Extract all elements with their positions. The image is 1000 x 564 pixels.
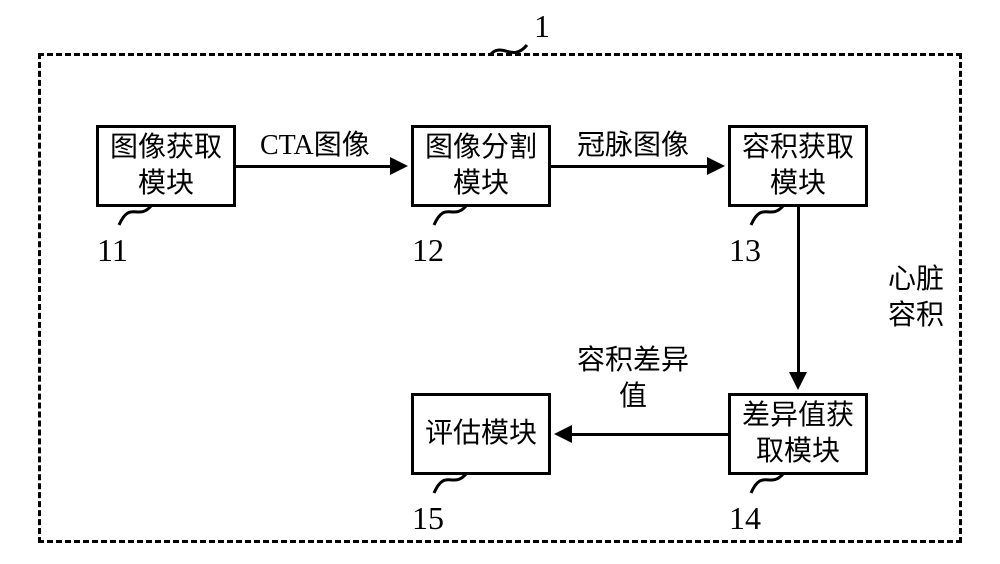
node-ref-15: 15 (412, 500, 444, 537)
node-n14: 差异值获取模块 (728, 393, 868, 475)
edge-e3 (797, 207, 800, 375)
edge-arrowhead-e2 (707, 157, 725, 175)
node-n13: 容积获取模块 (728, 125, 868, 207)
node-label: 容积获取模块 (742, 130, 854, 203)
node-ref-14: 14 (729, 500, 761, 537)
container-ref-label: 1 (534, 8, 550, 45)
node-n12: 图像分割模块 (411, 125, 551, 207)
node-label: 评估模块 (425, 416, 537, 452)
edge-label-e2: 冠脉图像 (577, 128, 689, 164)
edge-arrowhead-e3 (789, 372, 807, 390)
edge-label-e4: 容积差异值 (577, 343, 689, 416)
node-ref-11: 11 (97, 232, 128, 269)
edge-arrowhead-e4 (554, 425, 572, 443)
edge-e1 (236, 165, 393, 168)
node-n15: 评估模块 (411, 393, 551, 475)
node-ref-12: 12 (412, 232, 444, 269)
node-n11: 图像获取模块 (96, 125, 236, 207)
node-label: 图像获取模块 (110, 130, 222, 203)
edge-label-e3: 心脏容积 (888, 262, 944, 335)
edge-e4 (569, 433, 728, 436)
edge-label-e1: CTA图像 (260, 128, 370, 164)
edge-arrowhead-e1 (390, 157, 408, 175)
node-label: 图像分割模块 (425, 130, 537, 203)
node-label: 差异值获取模块 (742, 398, 854, 471)
node-ref-13: 13 (729, 232, 761, 269)
edge-e2 (551, 165, 710, 168)
